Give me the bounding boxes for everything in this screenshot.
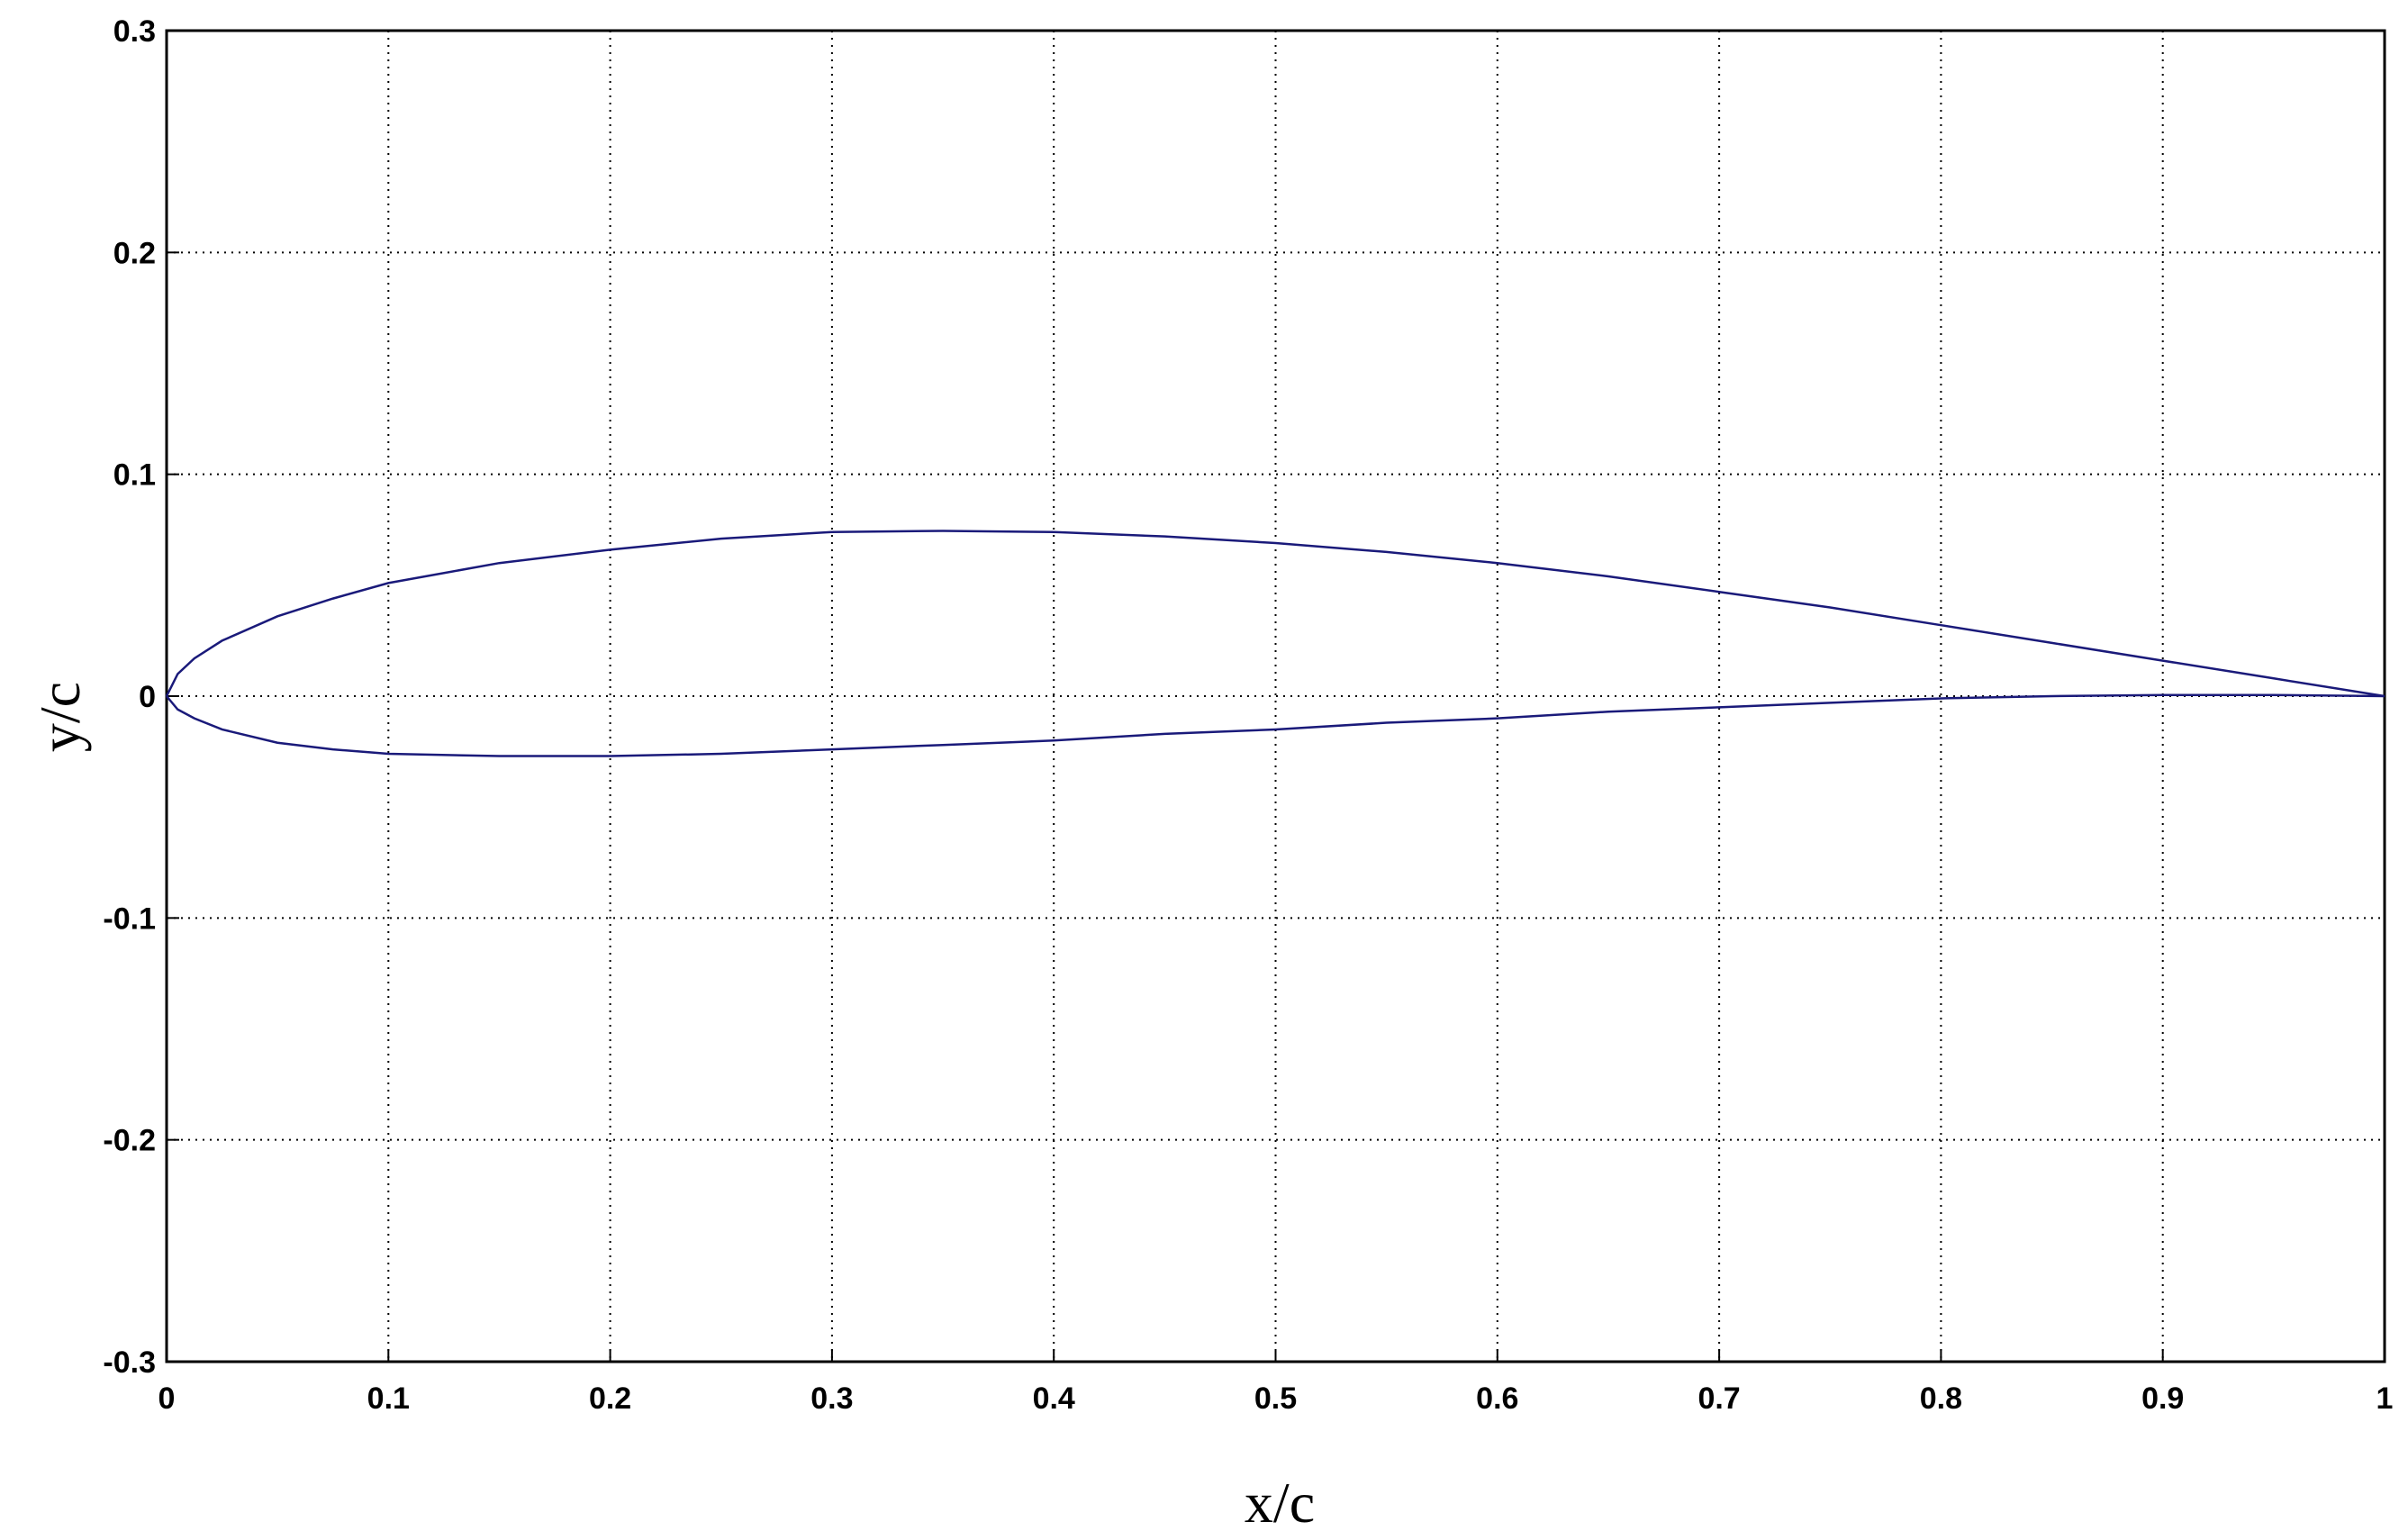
x-tick-label: 0.4	[1033, 1381, 1075, 1416]
y-tick-label: 0.2	[113, 236, 156, 270]
y-tick-label: -0.1	[103, 901, 156, 936]
y-tick-label: -0.2	[103, 1124, 156, 1158]
y-tick-label: 0.1	[113, 458, 156, 493]
x-tick-label: 1	[2376, 1381, 2394, 1416]
y-tick-label: 0.3	[113, 14, 156, 49]
x-tick-label: 0.7	[1697, 1381, 1740, 1416]
x-tick-label: 0.5	[1254, 1381, 1297, 1416]
x-tick-label: 0.6	[1476, 1381, 1518, 1416]
x-tick-label: 0.9	[2141, 1381, 2184, 1416]
x-axis-label: x/c	[1245, 1471, 1315, 1535]
x-tick-label: 0.3	[810, 1381, 853, 1416]
x-tick-label: 0.2	[589, 1381, 631, 1416]
x-tick-label: 0	[158, 1381, 176, 1416]
x-tick-label: 0.8	[1920, 1381, 1962, 1416]
y-axis-label: y/c	[28, 682, 92, 752]
series-line	[165, 530, 2385, 698]
x-tick-label: 0.1	[367, 1381, 410, 1416]
y-tick-label: -0.3	[103, 1345, 156, 1380]
series-line	[166, 693, 2385, 757]
y-tick-label: 0	[139, 680, 156, 714]
